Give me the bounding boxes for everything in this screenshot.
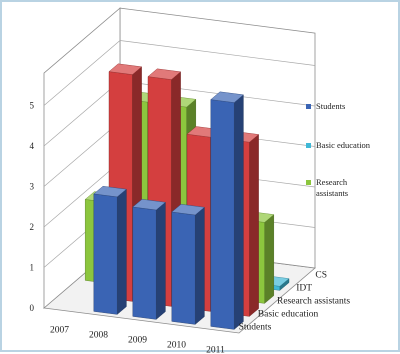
bar-side: [195, 207, 204, 324]
y-tick-label: 2: [30, 222, 35, 232]
legend-label: Students: [316, 101, 345, 111]
bar-front: [94, 194, 117, 315]
bar-front: [133, 207, 156, 319]
y-tick-label: 4: [30, 141, 35, 151]
bar-side: [156, 202, 165, 319]
bar-side: [265, 215, 274, 304]
bar-side: [117, 189, 126, 314]
bar: [133, 199, 166, 319]
legend-label: Basic education: [316, 140, 371, 150]
depth-label: Basic education: [258, 310, 319, 320]
depth-label: Students: [239, 323, 272, 333]
bar: [172, 204, 205, 324]
x-tick-label: 2008: [89, 331, 108, 341]
y-tick-label: 3: [30, 182, 35, 192]
bar: [94, 186, 127, 314]
bar: [211, 92, 244, 330]
y-tick-label: 1: [30, 263, 35, 273]
legend-swatch: [306, 143, 311, 148]
x-tick-label: 2007: [50, 326, 69, 336]
x-tick-label: 2011: [206, 346, 225, 354]
bar-front: [172, 212, 195, 324]
bar-front: [211, 100, 234, 330]
bar-side: [249, 135, 258, 317]
x-tick-label: 2009: [128, 336, 147, 346]
depth-label: CS: [315, 271, 327, 281]
depth-label: IDT: [296, 284, 312, 294]
y-tick-label: 0: [30, 303, 35, 313]
legend-swatch: [306, 104, 311, 109]
legend-swatch: [306, 180, 311, 185]
x-tick-label: 2010: [167, 341, 186, 351]
y-tick-label: 5: [30, 101, 35, 111]
depth-label: Research assistants: [277, 297, 350, 307]
bar-side: [234, 95, 243, 330]
